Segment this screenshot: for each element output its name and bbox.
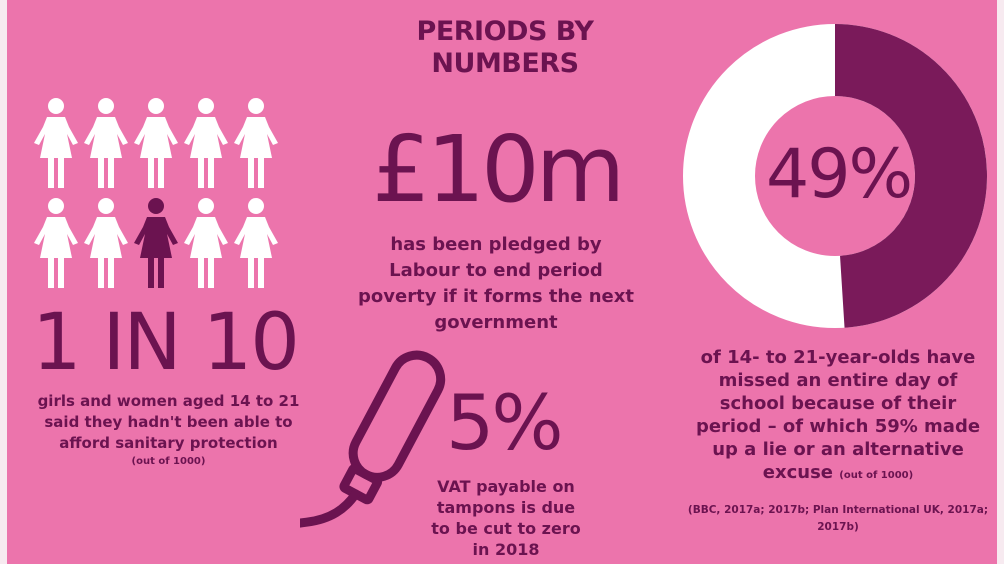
- right-border: [997, 0, 1004, 564]
- woman-figure-icon: [84, 198, 128, 288]
- woman-figure-icon: [134, 98, 178, 188]
- ratio-value: 1 IN 10: [32, 298, 300, 388]
- woman-figure-icon: [234, 98, 278, 188]
- infographic-title: PERIODS BY NUMBERS: [395, 16, 615, 80]
- woman-figure-icon: [34, 198, 78, 288]
- woman-figure-icon: [234, 198, 278, 288]
- woman-figure-icon: [184, 98, 228, 188]
- woman-figure-icon: [184, 198, 228, 288]
- ring-value-arc: [833, 24, 987, 328]
- percentage-ring: [683, 24, 987, 328]
- missed-description-text: of 14- to 21-year-olds have missed an en…: [695, 347, 981, 483]
- missed-note: (out of 1000): [839, 470, 914, 481]
- title-line-2: NUMBERS: [431, 48, 579, 79]
- pledge-description: has been pledged by Labour to end period…: [358, 234, 634, 333]
- vat-value: 5%: [446, 378, 564, 467]
- woman-figure-icon: [84, 98, 128, 188]
- title-line-1: PERIODS BY: [416, 16, 594, 47]
- missed-description: of 14- to 21-year-olds have missed an en…: [686, 346, 990, 487]
- tampon-icon: [300, 350, 446, 533]
- ratio-description: girls and women aged 14 to 21 said they …: [37, 392, 300, 452]
- woman-figure-icon: [134, 198, 178, 288]
- left-border: [0, 0, 7, 564]
- pledge-value: £10m: [372, 116, 625, 223]
- sources-citation: (BBC, 2017a; 2017b; Plan International U…: [687, 504, 989, 533]
- woman-figure-icon: [34, 98, 78, 188]
- vat-description: VAT payable on tampons is due to be cut …: [431, 477, 581, 559]
- missed-value: 49%: [766, 135, 913, 214]
- ratio-note: (out of 1000): [131, 456, 206, 467]
- figures-grid: [34, 98, 278, 288]
